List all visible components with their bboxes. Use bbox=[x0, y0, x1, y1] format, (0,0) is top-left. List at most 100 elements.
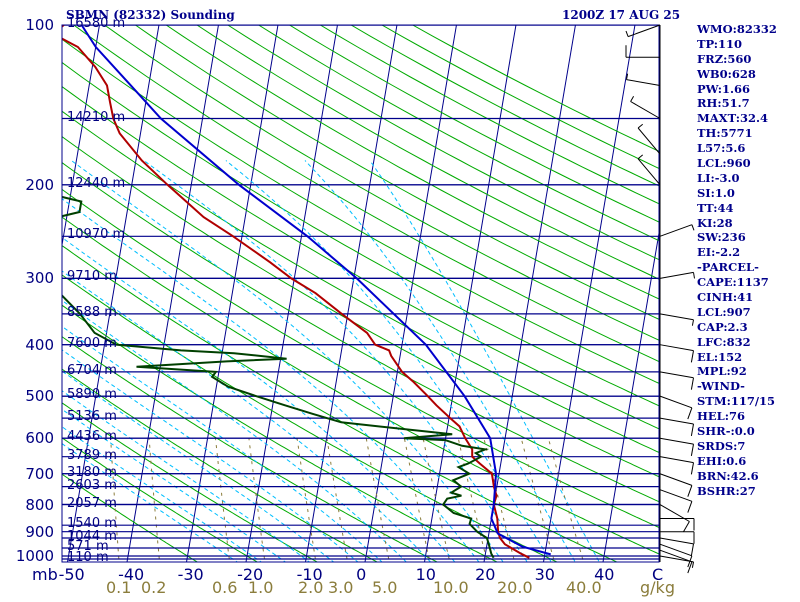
mixing-ratio-unit-label: g/kg bbox=[640, 578, 675, 597]
index-value: BSHR:27 bbox=[697, 484, 800, 499]
height-label: 1044 m bbox=[67, 529, 117, 544]
mixing-ratio-tick-label: 0.1 bbox=[106, 578, 131, 597]
wind-barb bbox=[660, 457, 694, 475]
index-value: MAXT:32.4 bbox=[697, 111, 800, 126]
wind-barb bbox=[627, 74, 661, 86]
height-label: 1540 m bbox=[67, 516, 117, 531]
pressure-tick-label: 900 bbox=[0, 523, 54, 541]
pressure-tick-label: 300 bbox=[0, 269, 54, 287]
mixing-ratio-tick-label: 10.0 bbox=[433, 578, 469, 597]
wind-barb bbox=[660, 438, 694, 456]
moist-adiabat-line bbox=[0, 161, 436, 568]
pressure-tick-label: 200 bbox=[0, 176, 54, 194]
wind-barb bbox=[660, 538, 694, 556]
height-label: 10970 m bbox=[67, 227, 125, 242]
mixing-ratio-tick-label: 1.0 bbox=[248, 578, 273, 597]
mixing-ratio-tick-label: 2.0 bbox=[298, 578, 323, 597]
index-value: HEL:76 bbox=[697, 409, 800, 424]
pressure-tick-label: 800 bbox=[0, 496, 54, 514]
isotherm-line bbox=[364, 1, 461, 568]
wind-barb bbox=[626, 25, 660, 37]
wind-barb bbox=[660, 314, 694, 326]
isotherm-line bbox=[305, 1, 402, 568]
height-label: 14210 m bbox=[67, 110, 125, 125]
pressure-tick-label: 700 bbox=[0, 465, 54, 483]
index-value: TP:110 bbox=[697, 37, 800, 52]
mixing-ratio-tick-label: 0.2 bbox=[141, 578, 166, 597]
mixing-ratio-tick-label: 20.0 bbox=[497, 578, 533, 597]
wind-barb bbox=[660, 225, 694, 237]
height-label: 6704 m bbox=[67, 363, 117, 378]
isotherm-line bbox=[483, 1, 579, 568]
index-value: -PARCEL- bbox=[697, 260, 800, 275]
moist-adiabat-line bbox=[370, 161, 602, 568]
height-label: 12440 m bbox=[67, 176, 125, 191]
index-value: -WIND- bbox=[697, 379, 800, 394]
height-label: 7600 m bbox=[67, 336, 117, 351]
height-label: 5890 m bbox=[67, 387, 117, 402]
mixing-ratio-tick-label: 5.0 bbox=[372, 578, 397, 597]
dry-adiabat-line bbox=[101, 1, 800, 568]
index-value: PW:1.66 bbox=[697, 82, 800, 97]
wind-barb bbox=[660, 345, 694, 363]
sounding-time: 1200Z 17 AUG 25 bbox=[562, 8, 680, 22]
wind-barb bbox=[660, 418, 694, 436]
isotherm-line bbox=[543, 1, 640, 568]
index-value: EHI:0.6 bbox=[697, 454, 800, 469]
index-value: L57:5.6 bbox=[697, 141, 800, 156]
wind-barb bbox=[660, 396, 692, 419]
isotherm-line bbox=[126, 1, 223, 568]
pressure-tick-label: 600 bbox=[0, 429, 54, 447]
index-value: STM:117/15 bbox=[697, 394, 800, 409]
height-label: 16580 m bbox=[67, 16, 125, 31]
pressure-tick-label: 400 bbox=[0, 336, 54, 354]
index-value: SHR-:0.0 bbox=[697, 424, 800, 439]
index-value: LFC:832 bbox=[697, 335, 800, 350]
wind-barb bbox=[660, 532, 694, 544]
isotherm-line bbox=[424, 1, 520, 568]
height-label: 2057 m bbox=[67, 496, 117, 511]
pressure-tick-label: 1000 bbox=[0, 547, 54, 565]
isotherm-line bbox=[186, 1, 283, 568]
parcel-profile bbox=[82, 25, 551, 554]
moist-adiabat-line bbox=[305, 161, 578, 568]
height-label: 2603 m bbox=[67, 478, 117, 493]
index-value: SRDS:7 bbox=[697, 439, 800, 454]
wind-barb bbox=[660, 490, 692, 513]
index-value: LCL:960 bbox=[697, 156, 800, 171]
mixing-ratio-tick-label: 0.6 bbox=[212, 578, 237, 597]
index-value: CAP:2.3 bbox=[697, 320, 800, 335]
height-label: 3180 m bbox=[67, 465, 117, 480]
height-label: 9710 m bbox=[67, 269, 117, 284]
wind-barb bbox=[660, 474, 692, 497]
index-value: KI:28 bbox=[697, 216, 800, 231]
index-value: MPL:92 bbox=[697, 364, 800, 379]
index-value: LCL:907 bbox=[697, 305, 800, 320]
index-value: TT:44 bbox=[697, 201, 800, 216]
wind-barb bbox=[660, 519, 694, 531]
height-label: 5136 m bbox=[67, 409, 117, 424]
index-value: SI:1.0 bbox=[697, 186, 800, 201]
wind-barb bbox=[660, 372, 694, 390]
wind-barb bbox=[631, 96, 660, 118]
index-value: WB0:628 bbox=[697, 67, 800, 82]
index-value: EL:152 bbox=[697, 350, 800, 365]
index-value: TH:5771 bbox=[697, 126, 800, 141]
wind-barb bbox=[638, 124, 660, 154]
moist-adiabat-line bbox=[144, 161, 531, 568]
index-value: BRN:42.6 bbox=[697, 469, 800, 484]
mixing-ratio-tick-label: 3.0 bbox=[328, 578, 353, 597]
height-label: 8588 m bbox=[67, 305, 117, 320]
height-label: 3789 m bbox=[67, 448, 117, 463]
pressure-tick-label: 500 bbox=[0, 387, 54, 405]
index-value: CINH:41 bbox=[697, 290, 800, 305]
wind-barb bbox=[660, 272, 695, 278]
wind-barb bbox=[638, 155, 660, 185]
index-value: SW:236 bbox=[697, 230, 800, 245]
height-label: 4436 m bbox=[67, 429, 117, 444]
index-value: EI:-2.2 bbox=[697, 245, 800, 260]
index-value: WMO:82332 bbox=[697, 22, 800, 37]
